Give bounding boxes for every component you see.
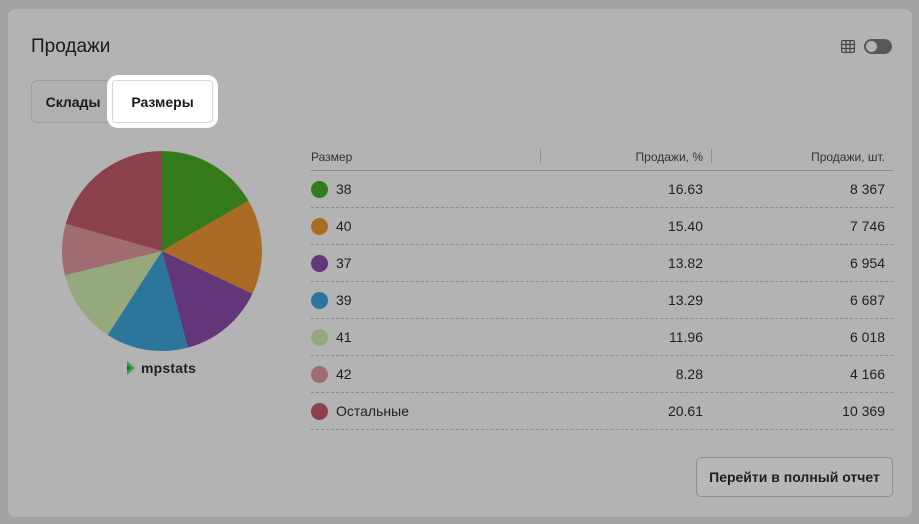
size-label: 42 — [336, 366, 352, 382]
mpstats-logo: mpstats — [126, 360, 196, 376]
pie-slice-40[interactable] — [162, 200, 262, 294]
pie-slice-42[interactable] — [62, 223, 162, 276]
sales-pie-chart — [62, 151, 262, 352]
mpstats-logo-icon — [127, 361, 135, 375]
table-row: 41 11.96 6 018 — [311, 319, 893, 356]
pie-slice-37[interactable] — [162, 251, 253, 348]
legend-color-dot — [311, 366, 328, 383]
size-label: 41 — [336, 329, 352, 345]
view-toggle-switch[interactable] — [864, 39, 892, 54]
toggle-knob — [866, 41, 877, 52]
legend-color-dot — [311, 403, 328, 420]
column-header-size: Размер — [311, 150, 353, 164]
sales-qty-value: 4 166 — [849, 366, 885, 382]
table-body: 38 16.63 8 367 40 15.40 7 746 37 13.82 6… — [311, 171, 893, 430]
sales-pct-value: 8.28 — [675, 366, 703, 382]
pie-slice-остальные[interactable] — [65, 151, 162, 251]
sales-qty-value: 10 369 — [842, 403, 885, 419]
size-label: 38 — [336, 181, 352, 197]
sales-card: Продажи Склады Размеры mpstats Размер — [8, 9, 912, 517]
table-row: 40 15.40 7 746 — [311, 208, 893, 245]
legend-color-dot — [311, 292, 328, 309]
sales-pct-value: 13.82 — [667, 255, 703, 271]
column-divider[interactable] — [540, 149, 541, 163]
sales-pct-value: 20.61 — [667, 403, 703, 419]
sales-qty-value: 8 367 — [849, 181, 885, 197]
sales-qty-value: 6 687 — [849, 292, 885, 308]
sales-pct-value: 11.96 — [669, 329, 703, 345]
table-row: 38 16.63 8 367 — [311, 171, 893, 208]
tab-group: Склады Размеры — [31, 80, 213, 123]
size-label: 37 — [336, 255, 352, 271]
legend-color-dot — [311, 181, 328, 198]
sales-qty-value: 6 018 — [849, 329, 885, 345]
pie-slice-38[interactable] — [162, 151, 249, 251]
tab-sizes-label: Размеры — [112, 80, 213, 123]
table-icon[interactable] — [841, 40, 855, 53]
card-title: Продажи — [31, 36, 111, 57]
table-row: Остальные 20.61 10 369 — [311, 393, 893, 430]
sales-pct-value: 13.29 — [667, 292, 703, 308]
brand-name: mpstats — [141, 360, 197, 376]
table-row: 37 13.82 6 954 — [311, 245, 893, 282]
tab-sizes[interactable]: Размеры — [112, 80, 213, 123]
legend-color-dot — [311, 255, 328, 272]
view-controls — [841, 39, 892, 54]
size-label: 39 — [336, 292, 352, 308]
column-header-qty: Продажи, шт. — [811, 150, 885, 164]
sales-qty-value: 7 746 — [849, 218, 885, 234]
table-row: 42 8.28 4 166 — [311, 356, 893, 393]
pie-slice-39[interactable] — [107, 251, 188, 352]
pie-slice-41[interactable] — [64, 251, 162, 335]
size-label: 40 — [336, 218, 352, 234]
full-report-button[interactable]: Перейти в полный отчет — [696, 457, 893, 497]
column-divider[interactable] — [711, 149, 712, 163]
table-row: 39 13.29 6 687 — [311, 282, 893, 319]
tab-warehouses[interactable]: Склады — [45, 93, 101, 110]
table-header: Размер Продажи, % Продажи, шт. — [311, 145, 893, 171]
sales-pct-value: 16.63 — [667, 181, 703, 197]
column-header-pct: Продажи, % — [635, 150, 703, 164]
sales-qty-value: 6 954 — [849, 255, 885, 271]
legend-color-dot — [311, 218, 328, 235]
legend-color-dot — [311, 329, 328, 346]
sales-pct-value: 15.40 — [667, 218, 703, 234]
sizes-table: Размер Продажи, % Продажи, шт. 38 16.63 … — [311, 145, 893, 430]
size-label: Остальные — [336, 403, 409, 419]
